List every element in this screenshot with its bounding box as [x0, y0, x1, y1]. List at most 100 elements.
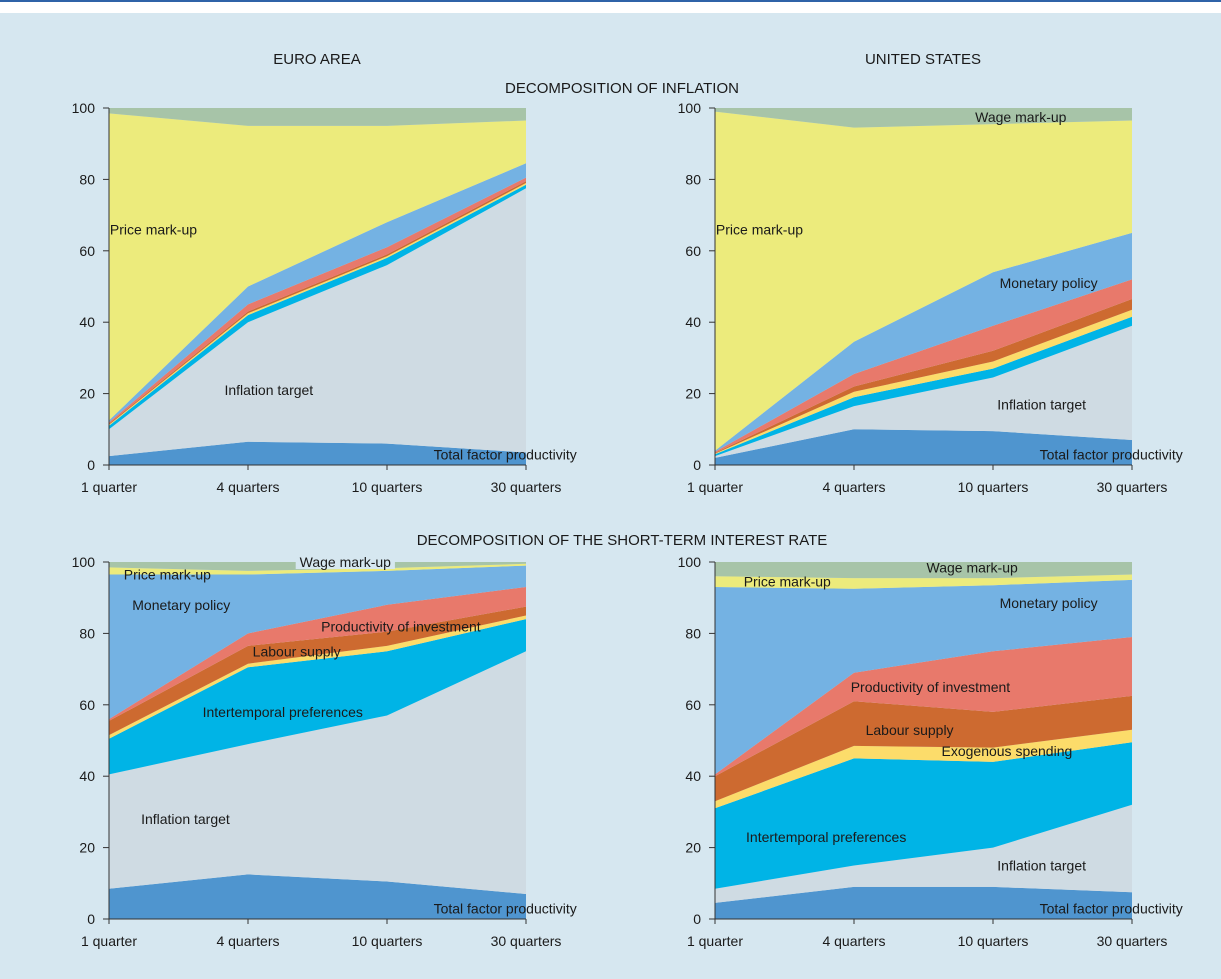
area-monetary-policy [715, 232, 1132, 452]
x-tick-label: 30 quarters [491, 933, 562, 949]
x-tick-label: 30 quarters [1097, 933, 1168, 949]
series-label-inflation-target: Inflation target [997, 396, 1086, 412]
area-monetary-policy [109, 163, 526, 423]
y-tick-label: 20 [79, 386, 95, 402]
series-label-productivity-of-investment: Productivity of investment [851, 679, 1011, 695]
y-tick-label: 0 [87, 911, 95, 927]
series-label-intertemporal-preferences: Intertemporal preferences [203, 704, 363, 720]
area-total-factor-productivity [109, 441, 526, 465]
y-tick-label: 60 [685, 243, 701, 259]
series-label-total-factor-productivity: Total factor productivity [1040, 900, 1183, 916]
area-labour-supply [109, 606, 526, 736]
y-tick-label: 80 [685, 625, 701, 641]
y-tick-label: 40 [685, 314, 701, 330]
area-intertemporal-preferences [109, 184, 526, 430]
area-intertemporal-preferences [109, 619, 526, 775]
x-tick-label: 30 quarters [1097, 479, 1168, 495]
series-label-labour-supply: Labour supply [253, 643, 341, 659]
y-tick-label: 0 [693, 457, 701, 473]
x-tick-label: 10 quarters [352, 479, 423, 495]
y-tick-label: 0 [87, 457, 95, 473]
area-labour-supply [715, 299, 1132, 454]
chart-us-interest-rate: 0 20 40 60 80 100 1 quarter 4 quarters 10 quarte… [678, 554, 1183, 949]
x-tick-label: 10 quarters [958, 933, 1029, 949]
series-label-wage-mark-up: Wage mark-up [300, 554, 392, 570]
area-inflation-target [109, 188, 526, 457]
section-title-inflation: DECOMPOSITION OF INFLATION [505, 80, 739, 97]
area-inflation-target [715, 325, 1132, 458]
y-tick-label: 60 [79, 243, 95, 259]
y-tick-label: 100 [678, 100, 702, 116]
chart-euro-area-interest-rate: 0 20 40 60 80 100 1 quarter 4 quarters 10 quarte… [72, 554, 577, 949]
series-label-price-mark-up: Price mark-up [744, 574, 831, 590]
area-monetary-policy [715, 579, 1132, 775]
y-tick-label: 20 [79, 840, 95, 856]
series-label-monetary-policy: Monetary policy [1000, 595, 1098, 611]
top-rule [0, 0, 1221, 2]
series-label-monetary-policy: Monetary policy [132, 597, 230, 613]
series-label-labour-supply: Labour supply [866, 722, 954, 738]
area-price-mark-up [109, 113, 526, 421]
series-label-productivity-of-investment: Productivity of investment [321, 618, 481, 634]
y-tick-label: 20 [685, 840, 701, 856]
column-title-united-states: UNITED STATES [865, 51, 981, 68]
y-tick-label: 0 [693, 911, 701, 927]
series-label-wage-mark-up: Wage mark-up [927, 559, 1019, 575]
series-label-inflation-target: Inflation target [141, 811, 230, 827]
area-wage-mark-up [715, 108, 1132, 128]
area-intertemporal-preferences [715, 742, 1132, 889]
area-intertemporal-preferences [715, 316, 1132, 457]
y-tick-label: 100 [678, 554, 702, 570]
area-exogenous-spending [715, 309, 1132, 455]
y-tick-label: 40 [79, 314, 95, 330]
x-tick-label: 30 quarters [491, 479, 562, 495]
series-label-price-mark-up: Price mark-up [110, 221, 197, 237]
series-label-exogenous-spending: Exogenous spending [942, 743, 1073, 759]
area-productivity-of-investment [109, 587, 526, 721]
area-labour-supply [715, 695, 1132, 802]
y-tick-label: 100 [72, 100, 96, 116]
series-label-monetary-policy: Monetary policy [1000, 275, 1098, 291]
series-label-total-factor-productivity: Total factor productivity [434, 900, 577, 916]
x-tick-label: 1 quarter [81, 933, 137, 949]
y-tick-label: 80 [685, 171, 701, 187]
series-label-intertemporal-preferences: Intertemporal preferences [746, 829, 906, 845]
area-wage-mark-up [715, 562, 1132, 579]
area-price-mark-up [715, 111, 1132, 451]
x-tick-label: 1 quarter [81, 479, 137, 495]
y-tick-label: 100 [72, 554, 96, 570]
series-label-wage-mark-up: Wage mark-up [975, 109, 1067, 125]
column-title-euro-area: EURO AREA [273, 51, 361, 68]
y-tick-label: 60 [685, 697, 701, 713]
y-tick-label: 40 [79, 768, 95, 784]
x-tick-label: 10 quarters [352, 933, 423, 949]
area-productivity-of-investment [715, 637, 1132, 777]
label-background [295, 555, 395, 569]
series-label-price-mark-up: Price mark-up [124, 566, 211, 582]
series-label-total-factor-productivity: Total factor productivity [434, 446, 577, 462]
x-tick-label: 1 quarter [687, 933, 743, 949]
area-total-factor-productivity [715, 886, 1132, 919]
y-tick-label: 20 [685, 386, 701, 402]
x-tick-label: 4 quarters [216, 479, 279, 495]
chart-us-inflation: 0 20 40 60 80 100 1 quarter 4 quarters 10 quarte… [678, 100, 1183, 495]
area-productivity-of-investment [715, 279, 1132, 453]
x-tick-label: 4 quarters [822, 479, 885, 495]
area-total-factor-productivity [109, 874, 526, 919]
y-tick-label: 80 [79, 171, 95, 187]
y-tick-label: 80 [79, 625, 95, 641]
series-label-total-factor-productivity: Total factor productivity [1040, 446, 1183, 462]
chart-euro-area-inflation: 0 20 40 60 80 100 1 quarter 4 quarters 10 quarte… [72, 100, 577, 495]
x-tick-label: 10 quarters [958, 479, 1029, 495]
area-exogenous-spending [715, 729, 1132, 809]
area-total-factor-productivity [715, 429, 1132, 465]
area-monetary-policy [109, 565, 526, 720]
series-label-inflation-target: Inflation target [224, 382, 313, 398]
x-tick-label: 4 quarters [822, 933, 885, 949]
area-inflation-target [715, 804, 1132, 903]
series-label-inflation-target: Inflation target [997, 857, 1086, 873]
y-tick-label: 40 [685, 768, 701, 784]
series-label-price-mark-up: Price mark-up [716, 221, 803, 237]
section-title-interest-rate: DECOMPOSITION OF THE SHORT-TERM INTEREST… [417, 532, 828, 549]
